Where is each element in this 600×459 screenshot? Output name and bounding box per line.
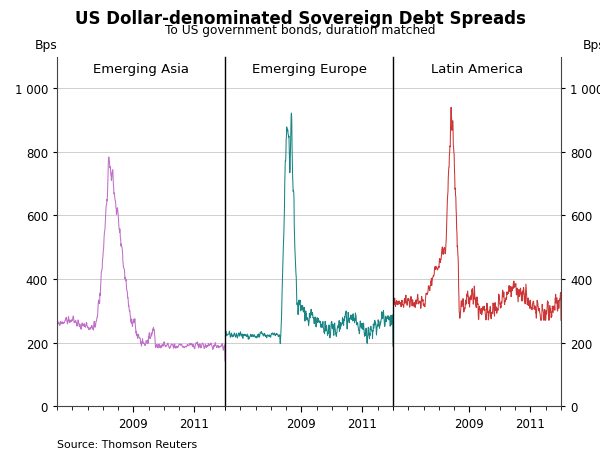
Text: Bps: Bps bbox=[583, 39, 600, 52]
Text: Emerging Asia: Emerging Asia bbox=[93, 62, 189, 76]
Text: Latin America: Latin America bbox=[431, 62, 523, 76]
Text: To US government bonds, duration matched: To US government bonds, duration matched bbox=[165, 24, 435, 37]
Text: Bps: Bps bbox=[35, 39, 58, 52]
Text: Emerging Europe: Emerging Europe bbox=[251, 62, 367, 76]
Text: Source: Thomson Reuters: Source: Thomson Reuters bbox=[57, 439, 197, 449]
Text: US Dollar-denominated Sovereign Debt Spreads: US Dollar-denominated Sovereign Debt Spr… bbox=[74, 10, 526, 28]
